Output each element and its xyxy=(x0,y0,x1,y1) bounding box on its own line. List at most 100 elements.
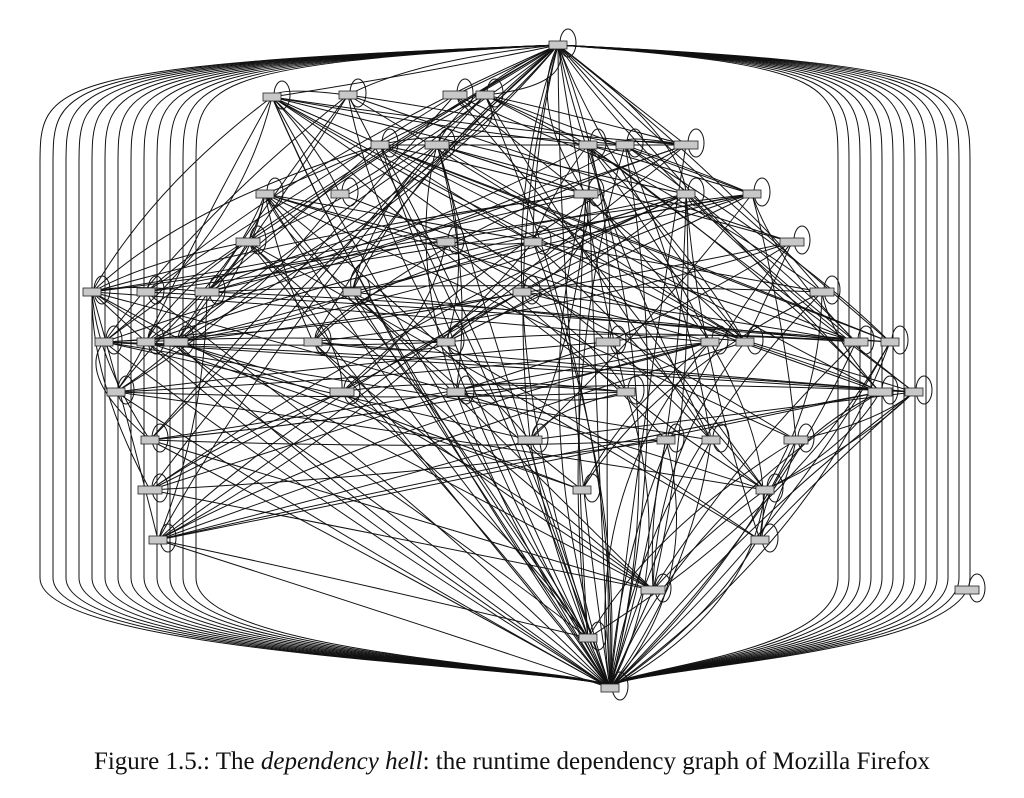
dependency-edge xyxy=(484,94,687,146)
graph-node xyxy=(572,485,592,495)
dependency-edge xyxy=(652,193,689,591)
dependency-edge xyxy=(557,44,611,343)
dependency-edge xyxy=(145,193,753,293)
dependency-edge xyxy=(606,341,611,689)
dependency-edge xyxy=(379,144,587,195)
dependency-edge xyxy=(247,241,343,393)
dependency-edge xyxy=(157,241,534,541)
caption-emphasis: dependency hell xyxy=(260,748,423,775)
dependency-edge xyxy=(521,193,589,293)
dependency-edge xyxy=(607,334,857,343)
dependency-edge xyxy=(115,94,486,393)
dependency-edge xyxy=(379,144,891,343)
dependency-edge xyxy=(557,44,861,689)
dependency-edge xyxy=(271,90,349,98)
dependency-edge xyxy=(587,144,611,689)
dependency-edge xyxy=(445,193,753,343)
dependency-edge xyxy=(145,341,583,491)
dependency-edge xyxy=(145,291,611,689)
dependency-edge xyxy=(529,391,627,441)
dependency-edge xyxy=(455,391,766,491)
graph-node xyxy=(640,585,666,595)
dependency-edge xyxy=(379,144,534,243)
dependency-edge xyxy=(521,291,711,343)
dependency-edge xyxy=(103,341,611,689)
dependency-edge xyxy=(351,291,761,541)
dependency-edge xyxy=(521,291,627,393)
dependency-edge xyxy=(351,291,611,689)
dependency-edge xyxy=(520,44,559,293)
dependency-edge xyxy=(157,291,523,541)
dependency-edge xyxy=(557,44,894,689)
dependency-edge xyxy=(91,241,249,293)
graph-node xyxy=(475,90,495,100)
dependency-edge xyxy=(455,384,915,393)
dependency-edge xyxy=(149,489,654,591)
dependency-edge xyxy=(91,291,159,541)
dependency-edge xyxy=(115,391,627,398)
graph-node xyxy=(137,485,163,495)
dependency-edge xyxy=(115,193,341,393)
dependency-edge xyxy=(578,193,589,639)
graph-node xyxy=(809,287,835,297)
dependency-edge xyxy=(264,193,589,639)
dependency-edge xyxy=(149,341,609,491)
graph-node xyxy=(163,337,189,347)
dependency-edge xyxy=(206,144,626,293)
dependency-edge xyxy=(445,241,797,441)
dependency-edge xyxy=(624,144,753,195)
graph-node xyxy=(880,337,900,347)
graph-node xyxy=(656,435,676,445)
dependency-edge xyxy=(247,241,761,541)
dependency-edge xyxy=(609,439,678,689)
dependency-edge xyxy=(157,439,531,541)
graph-node xyxy=(370,140,390,150)
graph-node xyxy=(742,189,762,199)
graph-node xyxy=(442,90,468,100)
dependency-edge xyxy=(91,291,654,591)
dependency-edge xyxy=(149,341,711,441)
dependency-edge xyxy=(529,439,611,689)
dependency-edge xyxy=(532,44,559,243)
graph-node xyxy=(676,189,696,199)
graph-node xyxy=(235,237,261,247)
dependency-edge xyxy=(557,44,891,343)
dependency-edge xyxy=(149,193,687,491)
dependency-edge xyxy=(175,341,583,491)
dependency-edge xyxy=(379,144,891,343)
dependency-edge xyxy=(206,144,381,293)
graph-node xyxy=(578,140,598,150)
dependency-edge xyxy=(264,44,559,195)
dependency-edge xyxy=(609,439,712,689)
dependency-edge xyxy=(557,44,872,689)
dependency-edge xyxy=(103,96,273,343)
graph-node xyxy=(148,535,168,545)
graph-node xyxy=(750,535,770,545)
graph-root-node xyxy=(548,40,568,50)
dependency-edge xyxy=(685,193,915,393)
dependency-edge xyxy=(195,44,611,689)
dependency-edge xyxy=(145,193,266,343)
graph-nodes xyxy=(82,40,980,693)
dependency-edge xyxy=(264,193,915,393)
dependency-edge xyxy=(709,341,764,541)
dependency-edge xyxy=(175,241,793,343)
dependency-edge xyxy=(581,291,823,491)
dependency-edge xyxy=(581,341,711,491)
graph-node xyxy=(446,387,466,397)
dependency-edge xyxy=(145,44,559,343)
graph-node xyxy=(573,189,599,199)
graph-node xyxy=(701,435,721,445)
dependency-edge xyxy=(206,144,589,293)
dependency-edge xyxy=(103,94,349,343)
graph-node xyxy=(904,387,924,397)
graph-node xyxy=(262,92,282,102)
dependency-edge xyxy=(247,94,486,243)
dependency-edge xyxy=(609,439,797,689)
dependency-edge xyxy=(454,94,766,491)
graph-node xyxy=(512,287,532,297)
graph-node xyxy=(700,337,720,347)
dependency-edge xyxy=(557,44,905,689)
dependency-edge xyxy=(103,341,915,393)
